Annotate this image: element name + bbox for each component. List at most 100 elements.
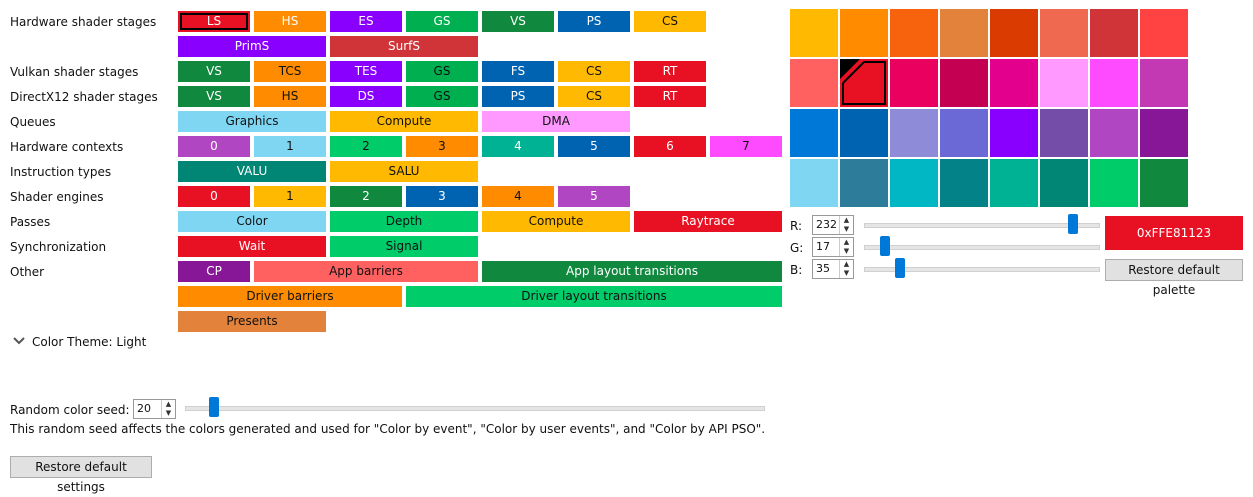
color-chip-button[interactable]: Graphics [178,111,326,132]
palette-swatch[interactable] [890,59,938,107]
palette-swatch[interactable] [890,159,938,207]
random-seed-spinbox[interactable]: 20 ▲ ▼ [133,399,176,419]
restore-default-settings-button[interactable]: Restore default settings [10,456,152,494]
palette-swatch[interactable] [790,59,838,107]
spin-up-icon[interactable]: ▲ [165,400,172,408]
b-slider-track[interactable] [864,267,1100,272]
r-spinbox[interactable]: 232 ▲ ▼ [812,215,854,235]
color-chip-button[interactable]: FS [482,61,554,82]
palette-swatch[interactable] [1140,159,1188,207]
palette-swatch[interactable] [990,59,1038,107]
palette-swatch[interactable] [1140,59,1188,107]
palette-swatch[interactable] [890,9,938,57]
palette-swatch[interactable] [1040,159,1088,207]
color-chip-button[interactable]: RT [634,86,706,107]
color-chip-button[interactable]: SurfS [330,36,478,57]
color-chip-button[interactable]: LS [178,11,250,32]
spin-down-icon[interactable]: ▼ [165,409,172,417]
spin-up-icon[interactable]: ▲ [843,260,850,268]
palette-swatch[interactable] [790,9,838,57]
palette-swatch[interactable] [790,109,838,157]
spin-down-icon[interactable]: ▼ [843,269,850,277]
palette-swatch[interactable] [990,109,1038,157]
color-chip-button[interactable]: Presents [178,311,326,332]
color-chip-button[interactable]: 5 [558,136,630,157]
color-chip-button[interactable]: 2 [330,136,402,157]
palette-swatch[interactable] [890,109,938,157]
palette-swatch[interactable] [940,159,988,207]
palette-swatch[interactable] [940,109,988,157]
spin-arrows[interactable]: ▲ ▼ [161,400,175,418]
g-slider-thumb[interactable] [879,236,890,256]
color-chip-button[interactable]: 1 [254,136,326,157]
color-chip-button[interactable]: 0 [178,136,250,157]
color-chip-button[interactable]: 3 [406,186,478,207]
color-chip-button[interactable]: GS [406,86,478,107]
random-seed-slider-track[interactable] [185,406,765,411]
palette-swatch[interactable] [1040,109,1088,157]
color-chip-button[interactable]: 2 [330,186,402,207]
color-chip-button[interactable]: Signal [330,236,478,257]
color-chip-button[interactable]: Compute [330,111,478,132]
color-chip-button[interactable]: SALU [330,161,478,182]
color-chip-button[interactable]: Color [178,211,326,232]
color-chip-button[interactable]: GS [406,61,478,82]
color-chip-button[interactable]: TES [330,61,402,82]
color-chip-button[interactable]: RT [634,61,706,82]
b-spin-arrows[interactable]: ▲ ▼ [839,260,853,278]
color-chip-button[interactable]: Driver barriers [178,286,402,307]
palette-swatch[interactable] [1040,9,1088,57]
palette-swatch[interactable] [1140,109,1188,157]
palette-swatch[interactable] [940,59,988,107]
spin-down-icon[interactable]: ▼ [843,225,850,233]
color-chip-button[interactable]: VS [178,86,250,107]
color-chip-button[interactable]: VALU [178,161,326,182]
color-chip-button[interactable]: DMA [482,111,630,132]
color-chip-button[interactable]: Raytrace [634,211,782,232]
color-chip-button[interactable]: 5 [558,186,630,207]
restore-default-palette-button[interactable]: Restore default palette [1105,259,1243,297]
random-seed-slider-thumb[interactable] [209,397,219,417]
color-chip-button[interactable]: CS [558,61,630,82]
palette-swatch[interactable] [1090,159,1138,207]
palette-swatch[interactable] [840,9,888,57]
r-slider-track[interactable] [864,223,1100,228]
palette-swatch[interactable] [990,9,1038,57]
palette-swatch[interactable] [940,9,988,57]
g-spin-arrows[interactable]: ▲ ▼ [839,238,853,256]
g-spinbox[interactable]: 17 ▲ ▼ [812,237,854,257]
color-chip-button[interactable]: App layout transitions [482,261,782,282]
palette-swatch[interactable] [1090,59,1138,107]
palette-swatch[interactable] [1090,9,1138,57]
color-chip-button[interactable]: 3 [406,136,478,157]
color-chip-button[interactable]: 1 [254,186,326,207]
g-slider-track[interactable] [864,245,1100,250]
color-chip-button[interactable]: CP [178,261,250,282]
spin-down-icon[interactable]: ▼ [843,247,850,255]
color-chip-button[interactable]: 4 [482,186,554,207]
color-chip-button[interactable]: CS [558,86,630,107]
b-spinbox[interactable]: 35 ▲ ▼ [812,259,854,279]
palette-swatch[interactable] [790,159,838,207]
color-chip-button[interactable]: TCS [254,61,326,82]
color-chip-button[interactable]: DS [330,86,402,107]
color-chip-button[interactable]: VS [482,11,554,32]
palette-swatch[interactable] [840,109,888,157]
color-chip-button[interactable]: PS [482,86,554,107]
r-slider-thumb[interactable] [1067,214,1078,234]
color-chip-button[interactable]: 0 [178,186,250,207]
color-chip-button[interactable]: 6 [634,136,706,157]
color-chip-button[interactable]: HS [254,86,326,107]
color-chip-button[interactable]: HS [254,11,326,32]
color-chip-button[interactable]: PrimS [178,36,326,57]
color-chip-button[interactable]: 7 [710,136,782,157]
color-chip-button[interactable]: GS [406,11,478,32]
b-slider-thumb[interactable] [895,258,906,278]
r-spin-arrows[interactable]: ▲ ▼ [839,216,853,234]
color-chip-button[interactable]: ES [330,11,402,32]
palette-swatch-selected[interactable] [840,59,888,107]
color-chip-button[interactable]: Driver layout transitions [406,286,782,307]
palette-swatch[interactable] [840,159,888,207]
color-chip-button[interactable]: 4 [482,136,554,157]
palette-swatch[interactable] [1040,59,1088,107]
